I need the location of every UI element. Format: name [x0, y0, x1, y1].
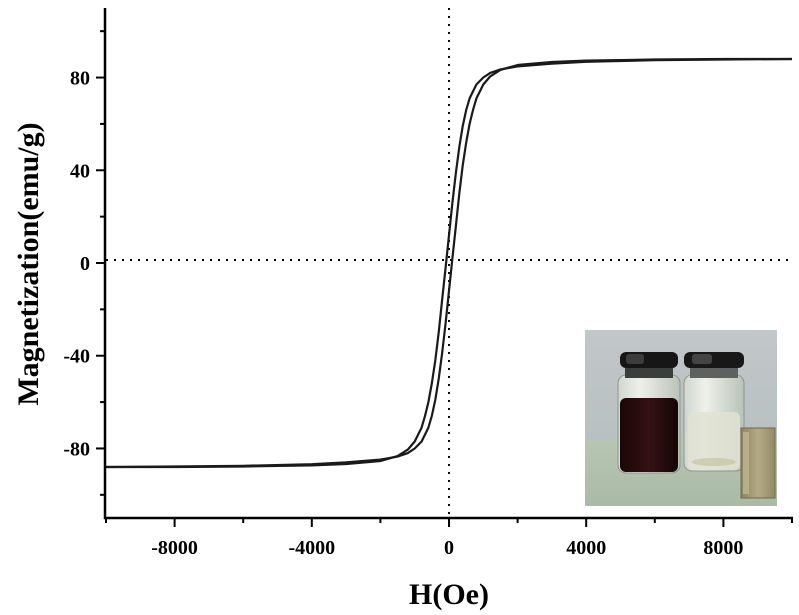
clear-liquid-vial	[683, 352, 745, 472]
hysteresis-loop	[106, 57, 792, 469]
x-tick-label: 0	[444, 537, 454, 559]
x-axis-label: H(Oe)	[409, 578, 489, 611]
y-axis-ticks	[96, 30, 105, 496]
y-axis-tick-labels: -80 -40 0 40 80	[63, 68, 90, 461]
x-axis-ticks	[105, 518, 793, 527]
y-tick-label: -40	[63, 346, 90, 368]
y-tick-label: 0	[80, 253, 90, 275]
x-tick-label: 8000	[703, 537, 743, 559]
x-axis-tick-labels: -8000 -4000 0 4000 8000	[151, 537, 743, 559]
dark-dispersion-vial	[617, 352, 681, 474]
x-tick-label: -4000	[288, 537, 335, 559]
y-axis-label: Magnetization(emu/g)	[12, 122, 45, 405]
y-tick-label: -80	[63, 438, 90, 460]
x-tick-label: 4000	[566, 537, 606, 559]
inset-photo	[585, 330, 777, 506]
y-tick-label: 40	[70, 160, 90, 182]
x-tick-label: -8000	[151, 537, 198, 559]
hysteresis-branch-ascending	[106, 57, 792, 469]
y-tick-label: 80	[70, 68, 90, 90]
magnet-block	[740, 427, 776, 499]
